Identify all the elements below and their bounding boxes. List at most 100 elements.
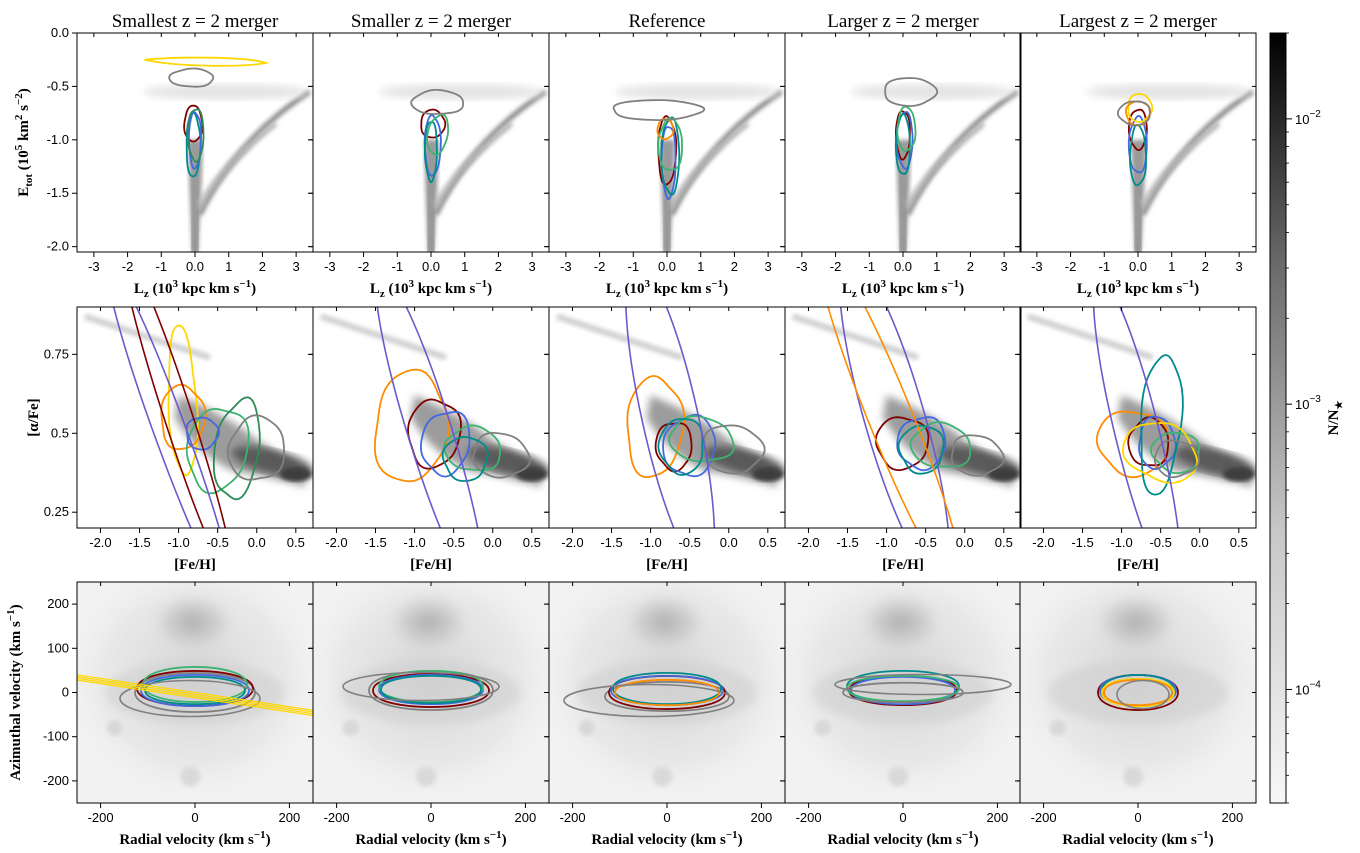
y-tick-label: -2.0	[47, 239, 69, 254]
density-disc-peak	[1095, 593, 1176, 650]
colorbar-label: N/N★	[1326, 401, 1345, 436]
panel-chem-2: -2.0 -1.5 -1.0 -0.5 0.0 0.5 [Fe/H]	[308, 306, 550, 573]
x-tick-label: -1.5	[364, 535, 386, 550]
contour-line	[380, 674, 482, 705]
colorbar-tick-label: 10−2	[1295, 109, 1321, 127]
density-arm	[905, 143, 958, 205]
y-tick-label: 100	[47, 640, 69, 655]
x-axis-label: Lz (103 kpc km s−1)	[606, 278, 728, 300]
contour-line	[426, 113, 449, 156]
x-tick-label: -1	[628, 259, 640, 274]
density-arm	[433, 89, 547, 216]
panel-energy-3: -3 -2 -1 0.0 1 2 3 Lz (103 kpc km s−1) Reference	[544, 11, 786, 300]
x-tick-label: -2.0	[797, 535, 819, 550]
density-clump	[652, 766, 673, 787]
density-clump	[888, 766, 909, 787]
density-clump	[1123, 766, 1144, 787]
x-tick-label: -200	[560, 810, 586, 825]
panel-frame	[784, 306, 1022, 529]
x-tick-label: -3	[88, 259, 100, 274]
contour-line	[894, 112, 911, 175]
density-clump	[106, 719, 123, 736]
density-haze	[850, 83, 1016, 100]
y-tick-label: -200	[43, 773, 69, 788]
x-tick-label: -2	[830, 259, 842, 274]
contour-line	[624, 307, 716, 528]
x-tick-label: -200	[1031, 810, 1057, 825]
x-tick-label: 3	[1001, 259, 1008, 274]
contour-line	[186, 108, 205, 163]
energy-density-map	[1085, 83, 1254, 252]
panel-chem-5: -2.0 -1.5 -1.0 -0.5 0.0 0.5 [Fe/H]	[1015, 306, 1257, 573]
density-arm	[905, 89, 1019, 216]
y-tick-label: 0.5	[51, 425, 69, 440]
x-tick-label: -0.5	[914, 535, 936, 550]
contour-line	[167, 324, 199, 477]
x-tick-label: 0	[1134, 810, 1141, 825]
contour-line	[626, 374, 686, 479]
x-tick-label: -0.5	[206, 535, 228, 550]
contour-group	[612, 99, 706, 201]
x-axis-label: Radial velocity (km s−1)	[591, 829, 742, 848]
x-tick-label: 0	[191, 810, 198, 825]
contour-line	[410, 89, 465, 115]
contour-line	[144, 675, 246, 706]
contour-line	[187, 111, 202, 170]
x-tick-label: 200	[751, 810, 773, 825]
x-axis-label: [Fe/H]	[646, 557, 688, 573]
contour-group	[144, 56, 270, 178]
density-haze	[142, 83, 308, 100]
chem-density-map	[83, 313, 313, 487]
density-arm	[197, 89, 311, 216]
density-clump	[578, 719, 595, 736]
contour-line	[183, 104, 204, 143]
x-tick-label: -3	[324, 259, 336, 274]
contour-line	[834, 673, 1012, 696]
density-haze	[378, 83, 544, 100]
contour-group	[1116, 93, 1154, 187]
contour-group	[410, 89, 465, 184]
contour-line	[142, 666, 248, 703]
contour-line	[612, 672, 722, 705]
x-tick-label: -3	[1031, 259, 1043, 274]
x-tick-label: 0	[899, 810, 906, 825]
contour-line	[1128, 108, 1148, 152]
x-tick-label: -1.5	[600, 535, 622, 550]
energy-density-map	[142, 83, 311, 252]
density-arm	[433, 122, 514, 211]
x-tick-label: -1.0	[1110, 535, 1132, 550]
contour-line	[1101, 678, 1175, 707]
contour-line	[77, 674, 313, 711]
x-tick-label: -1.0	[875, 535, 897, 550]
x-axis-label: Lz (103 kpc km s−1)	[370, 278, 492, 300]
panel-title: Largest z = 2 merger	[1059, 11, 1217, 32]
x-axis-label: [Fe/H]	[174, 557, 216, 573]
density-peak-inner	[515, 467, 548, 482]
contour-line	[842, 681, 964, 704]
contour-line	[614, 678, 720, 707]
density-streak	[555, 313, 683, 361]
density-halo-core	[577, 660, 757, 725]
contour-group	[106, 307, 286, 528]
density-disc-peak	[860, 593, 941, 650]
density-disc-peak	[624, 593, 705, 650]
x-tick-label: 3	[529, 259, 536, 274]
x-tick-label: 0	[427, 810, 434, 825]
panel-energy-4: -3 -2 -1 0.0 1 2 3 Lz (103 kpc km s−1) Larger z …	[780, 11, 1022, 300]
contour-line	[657, 418, 704, 476]
contour-line	[1129, 123, 1147, 187]
density-arm	[669, 143, 722, 205]
contour-line	[373, 368, 451, 483]
density-peak-inner	[279, 467, 312, 482]
x-tick-label: -1	[1099, 259, 1111, 274]
x-tick-label: 0.5	[995, 535, 1013, 550]
x-tick-label: -200	[88, 810, 114, 825]
y-tick-label: -0.5	[47, 78, 69, 93]
density-arm	[1140, 143, 1193, 205]
density-peak-inner	[1222, 467, 1255, 482]
x-tick-label: 3	[293, 259, 300, 274]
x-tick-label: 0.0	[1129, 259, 1147, 274]
x-tick-label: 0.0	[956, 535, 974, 550]
energy-density-map	[614, 83, 783, 252]
panel-energy-1: -3 -2 -1 0.0 1 2 3 0.0 -0.5 -1.0 -1.5 -2.0 Lz (103 k…	[47, 11, 314, 300]
